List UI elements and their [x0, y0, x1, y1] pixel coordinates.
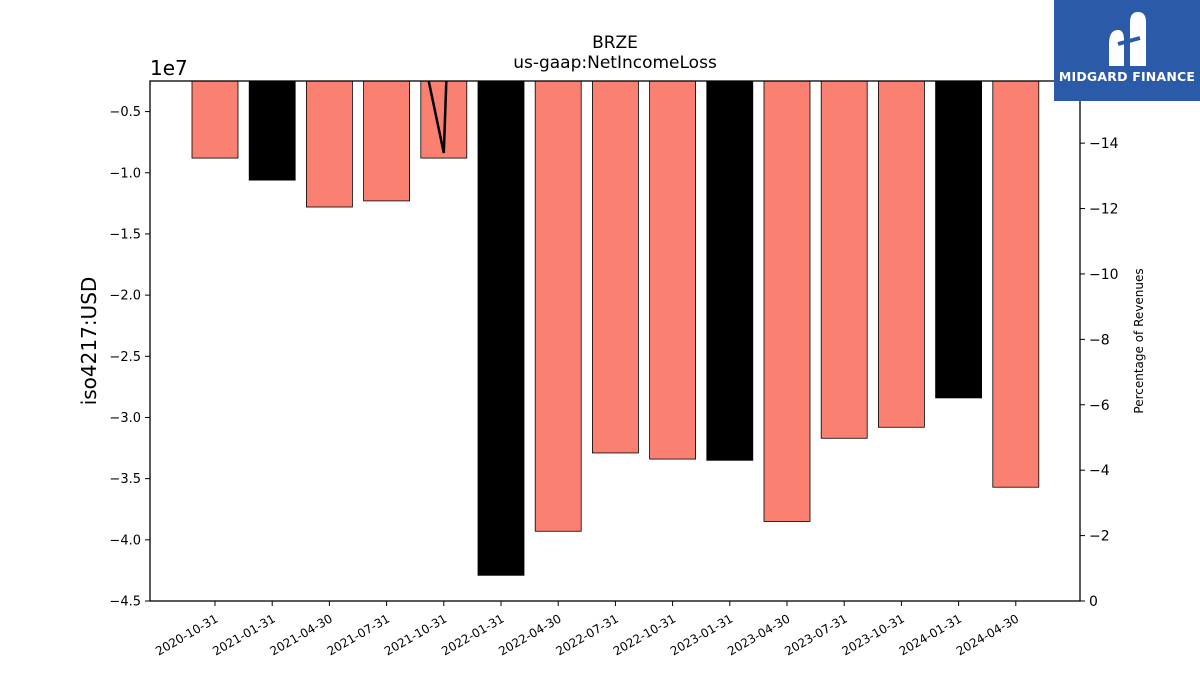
bar-2020-10-31 — [191, 80, 239, 159]
y-tick-label: −0.5 — [109, 105, 141, 120]
y-tick-label: −1.0 — [109, 166, 141, 181]
y2-tick-label: −2 — [1089, 529, 1110, 545]
bar-2021-01-31 — [248, 80, 296, 181]
y-tick-label: −2.5 — [109, 350, 141, 365]
y-tick-label: −4.5 — [109, 595, 141, 610]
y-tick-label: −3.0 — [109, 411, 141, 426]
x-tick-label: 2020-10-31 — [153, 611, 220, 658]
x-tick-label: 2024-04-30 — [954, 611, 1021, 658]
y2-tick-label: 0 — [1089, 594, 1098, 610]
x-tick-label: 2021-10-31 — [382, 611, 449, 658]
y-axis-offset-label: 1e7 — [150, 56, 188, 80]
x-tick-label: 2022-01-31 — [439, 611, 506, 658]
bar-2022-01-31 — [477, 80, 525, 576]
y-tick-label: −1.5 — [109, 227, 141, 242]
bar-2023-07-31 — [820, 80, 868, 439]
y-tick-label: −3.5 — [109, 472, 141, 487]
x-axis-ticks: 2020-10-312021-01-312021-04-302021-07-31… — [153, 601, 1021, 658]
x-tick-label: 2022-10-31 — [611, 611, 678, 658]
bar-2021-07-31 — [363, 80, 411, 202]
y2-tick-label: −10 — [1089, 267, 1119, 283]
y-tick-label: −4.0 — [109, 533, 141, 548]
logo-mark-icon — [1109, 12, 1146, 66]
bar-2022-04-30 — [534, 80, 582, 532]
bar-2022-07-31 — [592, 80, 639, 454]
bar-2023-01-31 — [706, 80, 754, 461]
bar-2021-04-30 — [305, 80, 353, 208]
percentage-line — [427, 81, 448, 154]
y2-axis-ticks: 0 −2 −4 −6 −8 −10 −12 −14 — [1080, 136, 1119, 610]
y-axis-ticks: −4.5 −4.0 −3.5 −3.0 −2.5 −2.0 −1.5 −1.0 −0.5 — [109, 105, 150, 610]
chart-subtitle: us-gaap:NetIncomeLoss — [513, 53, 717, 73]
y2-tick-label: −12 — [1089, 202, 1119, 218]
bar-2024-01-31 — [935, 80, 982, 399]
x-tick-label: 2023-04-30 — [725, 611, 792, 658]
x-tick-label: 2024-01-31 — [897, 611, 964, 658]
y2-tick-label: −14 — [1089, 136, 1119, 152]
x-tick-label: 2023-07-31 — [782, 611, 849, 658]
brand-logo: MIDGARD FINANCE — [1054, 0, 1200, 101]
percentage-line-layer — [427, 81, 448, 154]
bar-2023-04-30 — [763, 80, 811, 522]
y-axis-label: iso4217:USD — [77, 277, 101, 406]
y2-tick-label: −4 — [1089, 463, 1110, 479]
x-tick-label: 2021-07-31 — [325, 611, 392, 658]
x-tick-label: 2023-10-31 — [839, 611, 906, 658]
bars-layer — [191, 80, 1040, 576]
x-tick-label: 2023-01-31 — [668, 611, 735, 658]
y-tick-label: −2.0 — [109, 289, 141, 304]
y2-axis-label: Percentage of Revenues — [1132, 268, 1146, 413]
x-tick-label: 2022-04-30 — [496, 611, 563, 658]
chart-title: BRZE — [592, 33, 638, 53]
x-tick-label: 2022-07-31 — [553, 611, 620, 658]
bar-2022-10-31 — [649, 80, 696, 460]
bar-2024-04-30 — [992, 80, 1040, 488]
x-tick-label: 2021-04-30 — [267, 611, 334, 658]
x-tick-label: 2021-01-31 — [210, 611, 277, 658]
y2-tick-label: −8 — [1089, 332, 1110, 348]
y2-tick-label: −6 — [1089, 398, 1110, 414]
logo-text: MIDGARD FINANCE — [1058, 69, 1196, 84]
bar-2023-10-31 — [878, 80, 925, 428]
